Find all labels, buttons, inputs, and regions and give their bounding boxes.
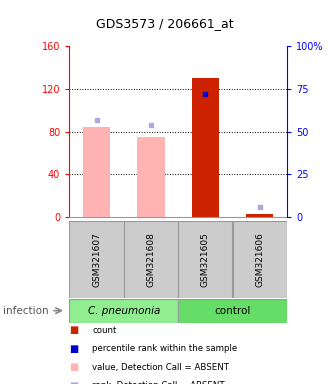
Bar bbox=[178, 299, 287, 323]
Text: ■: ■ bbox=[69, 381, 79, 384]
Text: GSM321605: GSM321605 bbox=[201, 232, 210, 286]
Text: GDS3573 / 206661_at: GDS3573 / 206661_at bbox=[96, 17, 234, 30]
Text: ■: ■ bbox=[69, 362, 79, 372]
Text: C. pneumonia: C. pneumonia bbox=[87, 306, 160, 316]
Text: percentile rank within the sample: percentile rank within the sample bbox=[92, 344, 238, 353]
Bar bbox=[69, 221, 124, 298]
Text: ■: ■ bbox=[69, 325, 79, 335]
Text: ■: ■ bbox=[69, 344, 79, 354]
Bar bbox=[192, 78, 219, 217]
Bar bbox=[137, 137, 165, 217]
Text: infection: infection bbox=[3, 306, 49, 316]
Bar bbox=[233, 221, 287, 298]
Text: rank, Detection Call = ABSENT: rank, Detection Call = ABSENT bbox=[92, 381, 225, 384]
Text: control: control bbox=[214, 306, 251, 316]
Text: GSM321608: GSM321608 bbox=[147, 232, 155, 286]
Bar bbox=[178, 221, 233, 298]
Bar bbox=[124, 221, 178, 298]
Text: count: count bbox=[92, 326, 117, 335]
Bar bbox=[69, 299, 178, 323]
Bar bbox=[83, 127, 110, 217]
Bar bbox=[246, 214, 274, 217]
Text: GSM321606: GSM321606 bbox=[255, 232, 264, 286]
Text: GSM321607: GSM321607 bbox=[92, 232, 101, 286]
Text: value, Detection Call = ABSENT: value, Detection Call = ABSENT bbox=[92, 362, 229, 372]
